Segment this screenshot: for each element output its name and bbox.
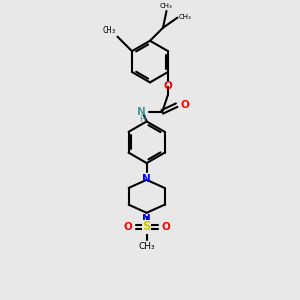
Text: N: N: [142, 214, 151, 224]
Text: CH₃: CH₃: [179, 14, 192, 20]
Text: CH₃: CH₃: [160, 3, 173, 9]
Text: O: O: [180, 100, 189, 110]
Text: CH₃: CH₃: [138, 242, 155, 251]
Text: O: O: [123, 222, 132, 232]
Text: CH₃: CH₃: [102, 26, 116, 35]
Text: N: N: [142, 174, 151, 184]
Text: O: O: [161, 222, 170, 232]
Text: O: O: [164, 81, 172, 91]
Text: N: N: [137, 107, 146, 117]
Text: S: S: [142, 220, 151, 233]
Text: H: H: [139, 116, 145, 124]
